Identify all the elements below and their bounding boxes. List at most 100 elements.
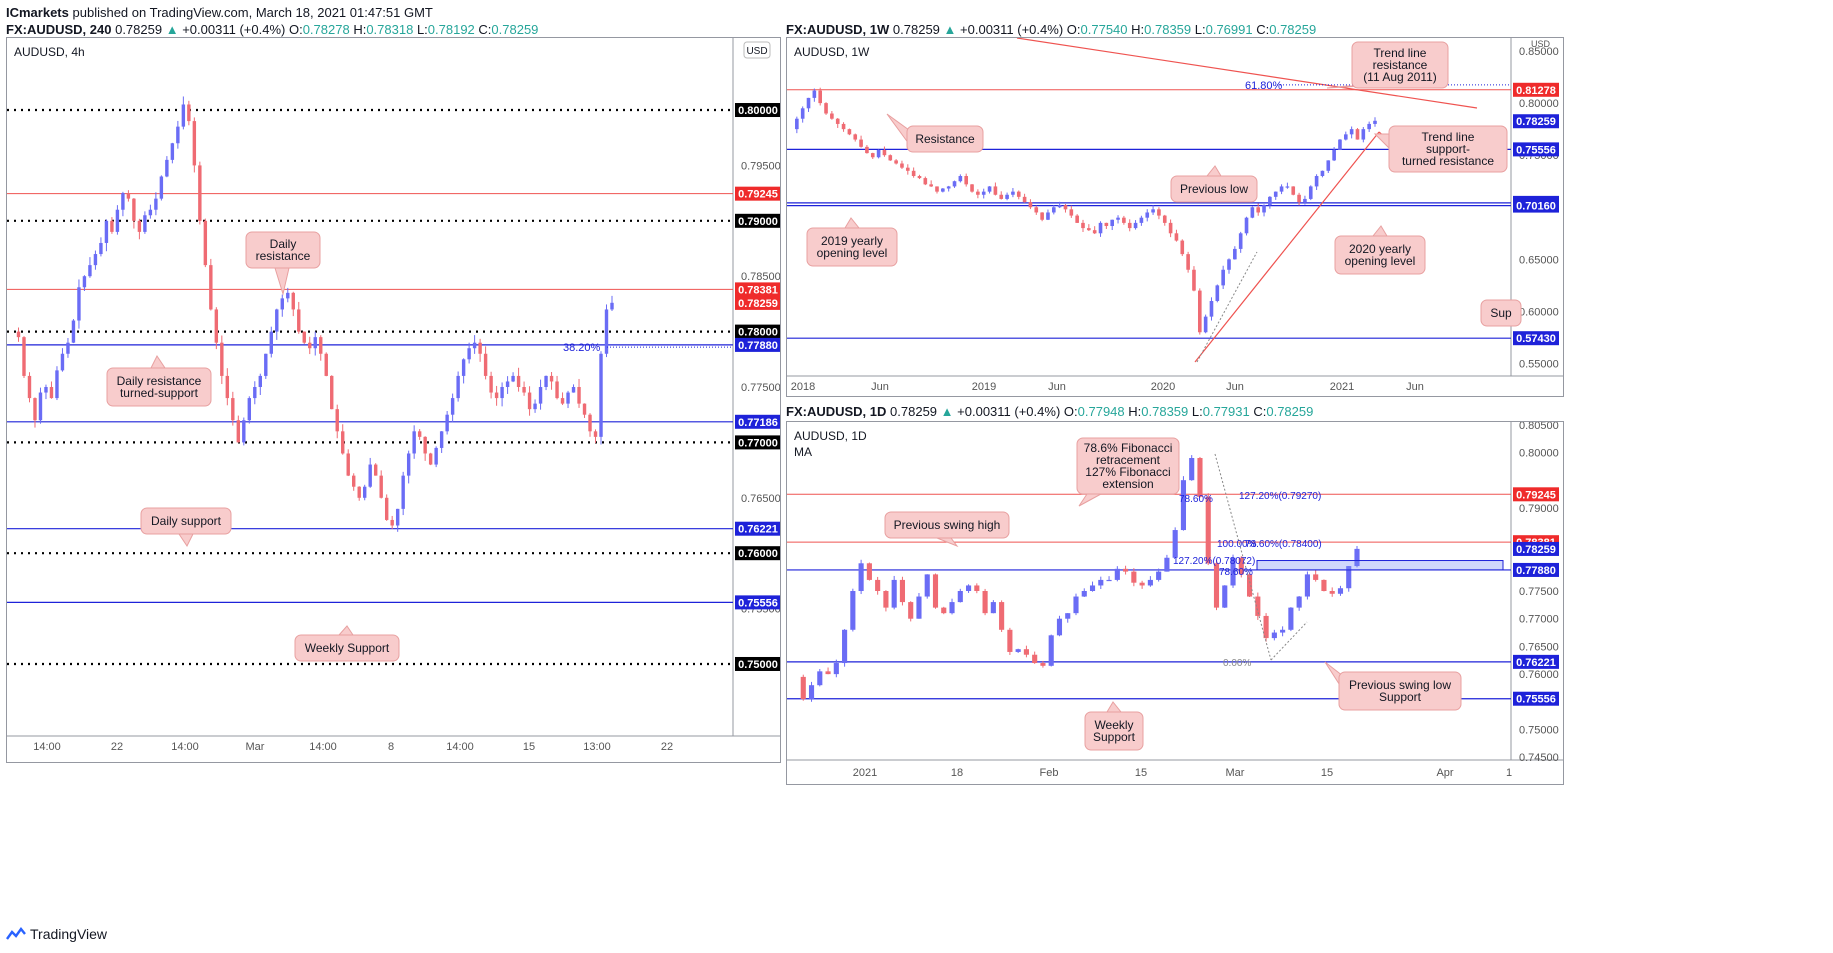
callout-text: 127% Fibonacci: [1085, 465, 1170, 479]
bear-candle: [1263, 615, 1269, 639]
bear-candle: [1087, 228, 1091, 231]
bear-candle: [16, 331, 21, 338]
callout-text: Previous low: [1180, 182, 1248, 196]
chart-title: AUDUSD, 1W: [794, 45, 870, 59]
bull-candle: [1233, 248, 1237, 260]
callout-text: Trend line: [1374, 46, 1427, 60]
bull-candle: [1145, 212, 1150, 218]
bear-candle: [379, 475, 383, 498]
x-tick-label: 2021: [1330, 381, 1354, 393]
bull-candle: [99, 242, 103, 255]
chart-d1-svg[interactable]: 0.80500 0.80000 0.79000 0.77500 0.77000 0.765…: [787, 422, 1563, 784]
bear-candle: [1034, 207, 1039, 213]
tradingview-brand[interactable]: TradingView: [6, 926, 107, 942]
bear-candle: [1007, 629, 1013, 652]
price-tag-label: 0.78259: [738, 298, 778, 310]
fib-label: 0.00%: [1223, 658, 1251, 669]
callout-text: Daily support: [151, 514, 222, 528]
bull-candle: [143, 215, 147, 232]
header-price: 0.78259: [890, 404, 938, 419]
bull-candle: [1164, 557, 1170, 572]
bull-candle: [93, 254, 98, 266]
header-symbol: FX:AUDUSD, 1D: [786, 404, 887, 419]
bear-candle: [209, 265, 213, 310]
callout-text: Daily: [270, 237, 297, 251]
header-close: 0.78259: [491, 22, 539, 37]
chart-panel-d1[interactable]: 0.80500 0.80000 0.79000 0.77500 0.77000 0.765…: [786, 421, 1564, 785]
bull-candle: [891, 579, 897, 608]
bull-candle: [1172, 530, 1178, 558]
bear-candle: [1122, 217, 1126, 223]
bull-candle: [1279, 186, 1284, 192]
bear-candle: [883, 591, 889, 608]
chart-header-d1: FX:AUDUSD, 1D 0.78259 ▲ +0.00311 (+0.4%)…: [786, 404, 1313, 419]
callout-text: 2019 yearly: [821, 234, 883, 248]
bull-candle: [511, 375, 515, 382]
price-tag: [1513, 82, 1559, 97]
x-tick-label: Mar: [1226, 767, 1245, 779]
bear-candle: [373, 464, 378, 476]
price-tag: [735, 337, 780, 352]
bull-candle: [264, 353, 268, 376]
bull-candle: [1133, 222, 1138, 229]
bear-candle: [1255, 596, 1261, 616]
bear-candle: [522, 387, 526, 393]
bull-candle: [544, 375, 548, 387]
x-tick-label: Apr: [1436, 767, 1453, 779]
bull-candle: [571, 387, 576, 393]
bear-candle: [1213, 563, 1220, 608]
callout-text: Weekly Support: [305, 641, 390, 655]
bull-candle: [1203, 316, 1208, 333]
y-tick-label: 0.77000: [1519, 614, 1559, 626]
bear-candle: [417, 431, 422, 437]
header-low: 0.78192: [427, 22, 475, 37]
bear-candle: [932, 574, 939, 608]
bear-candle: [1205, 496, 1211, 564]
bull-candle: [990, 602, 996, 614]
callout-pointer: [337, 625, 354, 636]
bull-candle: [806, 97, 811, 109]
bear-candle: [352, 475, 356, 487]
bull-candle: [949, 602, 955, 614]
bull-candle: [467, 348, 471, 360]
bull-candle: [965, 585, 972, 591]
y-tick-label: 0.79500: [741, 160, 780, 172]
price-tag: [1513, 691, 1559, 706]
header-low: 0.77931: [1202, 404, 1250, 419]
chart-panel-h4[interactable]: 0.79500 0.78500 0.77500 0.76500 0.75500 14:00…: [6, 37, 781, 763]
callout-box: [140, 507, 232, 535]
bull-candle: [1116, 217, 1120, 220]
price-tag-label: 0.70160: [1516, 201, 1556, 213]
fib-label: 61.80%: [1245, 80, 1283, 92]
bear-candle: [390, 519, 394, 526]
bull-candle: [1081, 591, 1087, 597]
publisher-text: published on TradingView.com, March 18, …: [72, 5, 433, 20]
header-change: +0.00311 (+0.4%): [182, 22, 286, 37]
callout-box: [106, 367, 212, 407]
bear-candle: [824, 103, 828, 114]
y-tick-label: 0.74500: [1519, 752, 1559, 764]
bull-candle: [115, 209, 120, 232]
bull-candle: [1285, 186, 1290, 188]
bull-candle: [941, 188, 945, 192]
bull-candle: [1222, 585, 1228, 608]
chart-w1-svg[interactable]: 0.850000.800000.750000.650000.600000.550…: [787, 38, 1563, 396]
bull-candle: [121, 193, 125, 210]
header-up-arrow: ▲: [943, 22, 957, 37]
bull-candle: [1296, 596, 1302, 608]
bull-candle: [1151, 209, 1155, 213]
bear-candle: [560, 398, 565, 404]
bull-candle: [148, 209, 153, 216]
tradingview-logo-icon: [6, 927, 26, 940]
bear-candle: [1162, 215, 1167, 223]
header-c-label: C:: [478, 22, 492, 37]
chart-h4-svg[interactable]: 0.795000.785000.775000.765000.7550014:00…: [7, 38, 780, 762]
bull-candle: [952, 181, 957, 187]
bull-candle: [1011, 191, 1015, 195]
chart-panel-w1[interactable]: 0.850000.800000.750000.650000.600000.550…: [786, 37, 1564, 397]
x-tick-label: 14:00: [446, 741, 474, 753]
callout-pointer: [886, 113, 910, 146]
price-tag-label: 0.78381: [738, 284, 778, 296]
bull-candle: [1304, 574, 1310, 597]
bear-candle: [1040, 663, 1046, 666]
